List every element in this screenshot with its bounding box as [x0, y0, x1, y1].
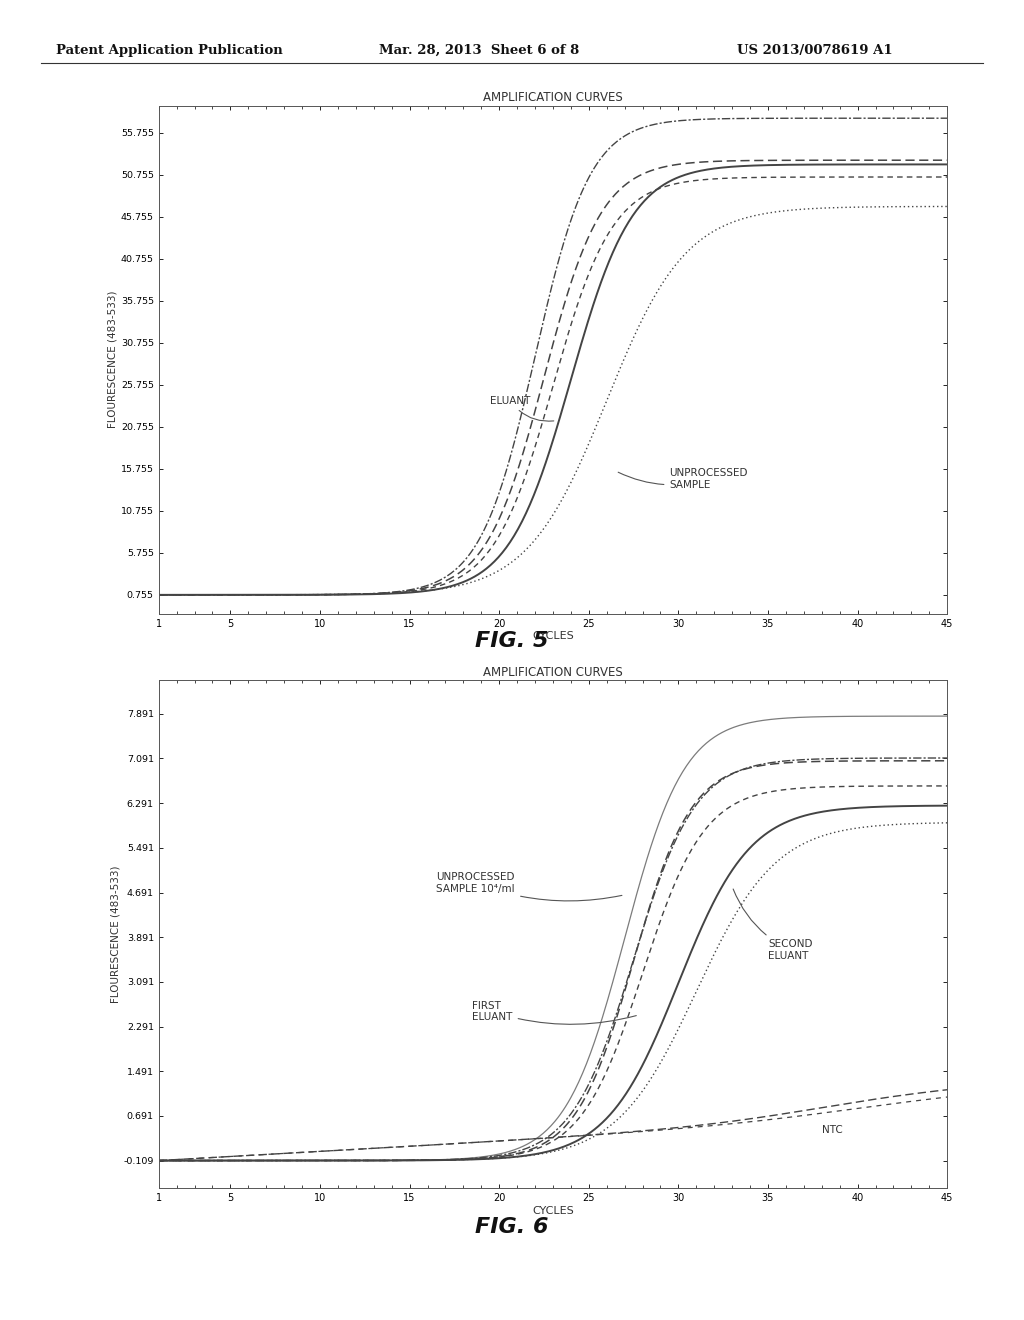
Text: US 2013/0078619 A1: US 2013/0078619 A1 — [737, 44, 893, 57]
Text: FIG. 6: FIG. 6 — [475, 1217, 549, 1237]
Text: SECOND
ELUANT: SECOND ELUANT — [733, 890, 812, 961]
Text: FIRST
ELUANT: FIRST ELUANT — [472, 1001, 636, 1024]
Text: ELUANT: ELUANT — [490, 396, 554, 421]
X-axis label: CYCLES: CYCLES — [532, 631, 573, 642]
Y-axis label: FLOURESCENCE (483-533): FLOURESCENCE (483-533) — [111, 865, 121, 1003]
Text: Patent Application Publication: Patent Application Publication — [56, 44, 283, 57]
Y-axis label: FLOURESCENCE (483-533): FLOURESCENCE (483-533) — [108, 290, 118, 429]
Text: UNPROCESSED
SAMPLE 10⁴/ml: UNPROCESSED SAMPLE 10⁴/ml — [436, 873, 622, 902]
Title: AMPLIFICATION CURVES: AMPLIFICATION CURVES — [483, 665, 623, 678]
Text: Mar. 28, 2013  Sheet 6 of 8: Mar. 28, 2013 Sheet 6 of 8 — [379, 44, 580, 57]
X-axis label: CYCLES: CYCLES — [532, 1205, 573, 1216]
Text: NTC: NTC — [821, 1125, 843, 1135]
Text: UNPROCESSED
SAMPLE: UNPROCESSED SAMPLE — [618, 469, 748, 490]
Text: FIG. 5: FIG. 5 — [475, 631, 549, 651]
Title: AMPLIFICATION CURVES: AMPLIFICATION CURVES — [483, 91, 623, 104]
